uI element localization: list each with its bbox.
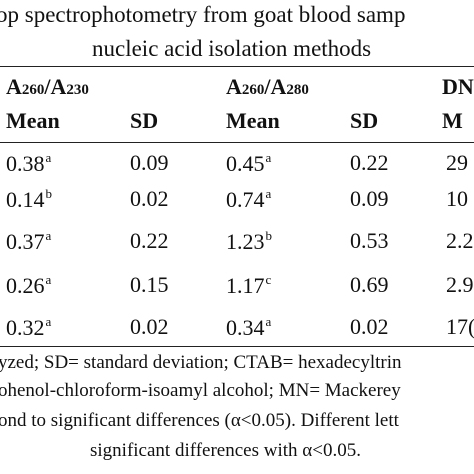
row-1-mean-a280: 0.45a [226, 150, 272, 176]
row-5-mean-a280: 0.34a [226, 314, 272, 340]
row-4-sd-a230: 0.15 [130, 272, 169, 297]
row-2-sd-a280: 0.09 [350, 186, 389, 211]
row-4-mean-a230: 0.26a [6, 272, 52, 298]
bottom-rule [0, 346, 474, 347]
header-mean-2: Mean [226, 108, 280, 133]
row-5-sd-a230: 0.02 [130, 314, 169, 339]
footnote-line-1: yzed; SD= standard deviation; CTAB= hexa… [0, 352, 402, 373]
footnote-line-3: ond to significant differences (α<0.05).… [0, 410, 399, 431]
row-2-mean-a280: 0.74a [226, 186, 272, 212]
footnote-line-2: ohenol-chloroform-isoamyl alcohol; MN= M… [0, 380, 401, 401]
row-4-sd-a280: 0.69 [350, 272, 389, 297]
row-2-mean-a230: 0.14b [6, 186, 52, 212]
header-mean-3-partial: M [442, 108, 463, 133]
header-sd-2: SD [350, 108, 379, 133]
header-dna-partial: DN [442, 74, 474, 99]
row-3-sd-a280: 0.53 [350, 228, 389, 253]
row-3-mean-a230: 0.37a [6, 228, 52, 254]
row-5-dna-partial: 17( [446, 314, 474, 339]
row-5-mean-a230: 0.32a [6, 314, 52, 340]
row-1-mean-a230: 0.38a [6, 150, 52, 176]
row-3-sd-a230: 0.22 [130, 228, 169, 253]
header-a260-a280: A260/A280 [226, 74, 309, 99]
top-rule [0, 66, 474, 67]
header-mean-1: Mean [6, 108, 60, 133]
row-4-dna-partial: 2.9 [446, 272, 474, 297]
row-3-dna-partial: 2.2 [446, 228, 474, 253]
row-1-dna-partial: 29 [446, 150, 468, 175]
row-4-mean-a280: 1.17c [226, 272, 272, 298]
footnote-line-4: significant differences with α<0.05. [90, 440, 361, 461]
header-a260-a230: A260/A230 [6, 74, 89, 99]
row-5-sd-a280: 0.02 [350, 314, 389, 339]
row-2-dna-partial: 10 [446, 186, 468, 211]
row-1-sd-a230: 0.09 [130, 150, 169, 175]
row-3-mean-a280: 1.23b [226, 228, 272, 254]
row-1-sd-a280: 0.22 [350, 150, 389, 175]
row-2-sd-a230: 0.02 [130, 186, 169, 211]
header-sd-1: SD [130, 108, 159, 133]
table-caption-line-1: op spectrophotometry from goat blood sam… [0, 2, 406, 27]
header-rule [0, 142, 474, 143]
table-caption-line-2: nucleic acid isolation methods [92, 36, 372, 61]
